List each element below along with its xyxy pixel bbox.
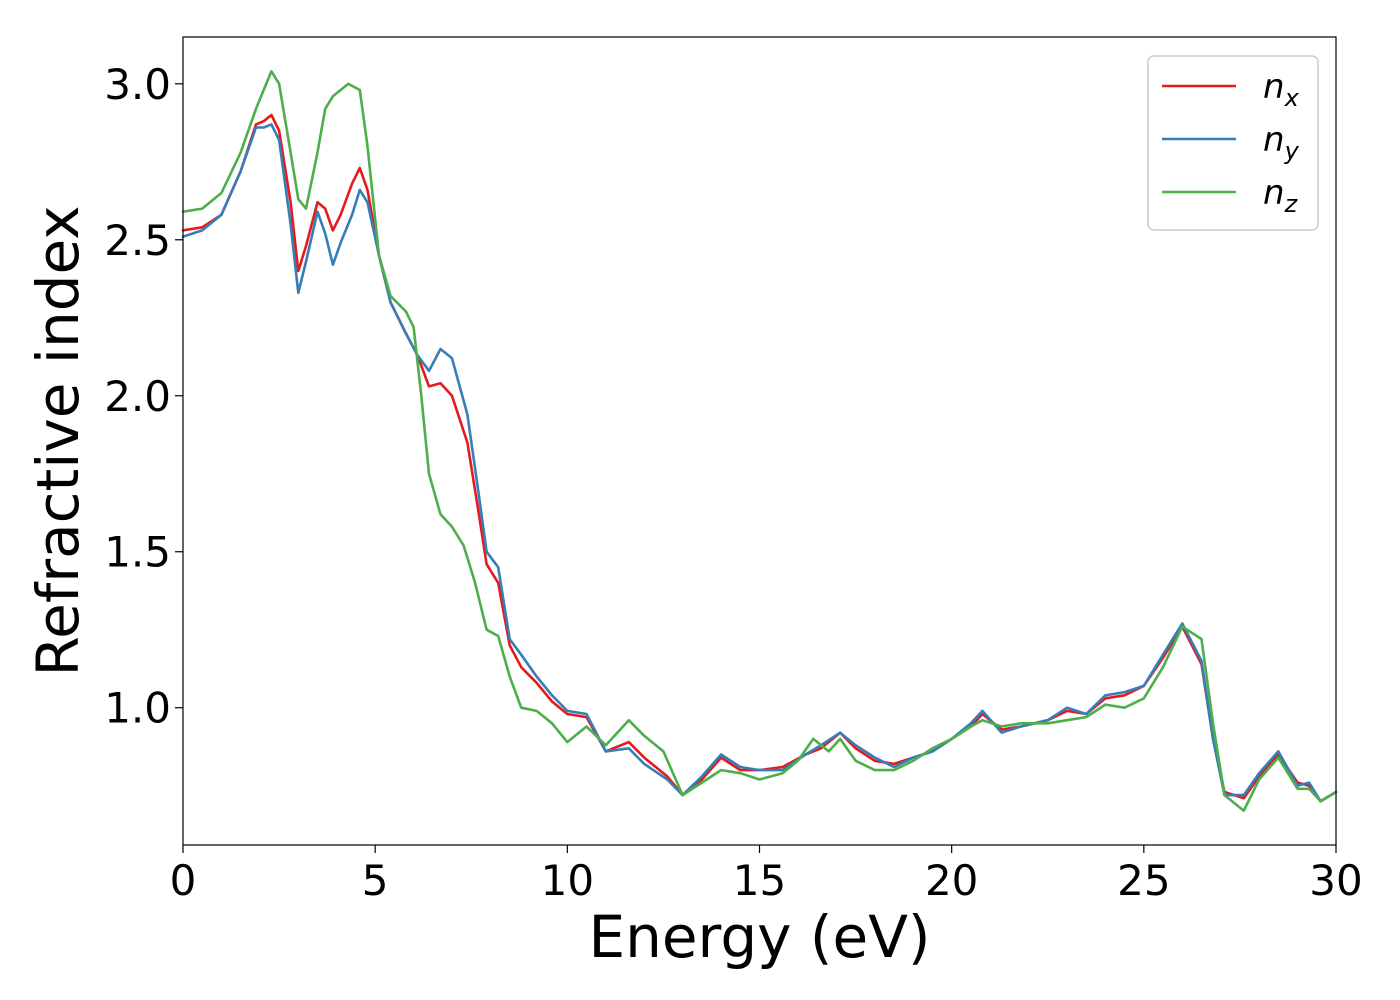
legend-label-nz: nz (1263, 173, 1299, 218)
legend-subscript: x (1284, 84, 1300, 112)
y-axis-ticks: 1.0 1.5 2.0 2.5 3.0 (104, 60, 183, 733)
y-axis-title: Refractive index (24, 205, 92, 676)
legend-subscript: z (1284, 190, 1299, 218)
plot-area (183, 37, 1336, 845)
y-tick-label: 1.0 (104, 684, 171, 733)
y-tick-label: 3.0 (104, 60, 171, 109)
series-layer (181, 70, 1338, 812)
x-tick-label: 30 (1309, 856, 1362, 905)
legend-symbol: n (1263, 67, 1285, 107)
legend-label-nx: nx (1263, 67, 1300, 112)
y-tick-label: 2.0 (104, 372, 171, 421)
series-line-ny (181, 123, 1338, 803)
x-tick-label: 15 (733, 856, 786, 905)
x-tick-label: 5 (362, 856, 389, 905)
legend-box (1147, 55, 1319, 231)
x-tick-label: 20 (925, 856, 978, 905)
x-tick-label: 10 (541, 856, 594, 905)
x-tick-label: 25 (1117, 856, 1170, 905)
series-line-nx (181, 113, 1338, 803)
legend-subscript: y (1284, 137, 1300, 165)
y-tick-label: 2.5 (104, 216, 171, 265)
legend-label-ny: ny (1263, 120, 1300, 165)
x-axis-ticks: 0 5 10 15 20 25 30 (170, 845, 1363, 905)
series-line-nz (181, 70, 1338, 812)
legend-symbol: n (1263, 173, 1285, 213)
legend-symbol: n (1263, 120, 1285, 160)
x-axis-title: Energy (eV) (588, 903, 930, 971)
y-tick-label: 1.5 (104, 528, 171, 577)
x-tick-label: 0 (170, 856, 197, 905)
